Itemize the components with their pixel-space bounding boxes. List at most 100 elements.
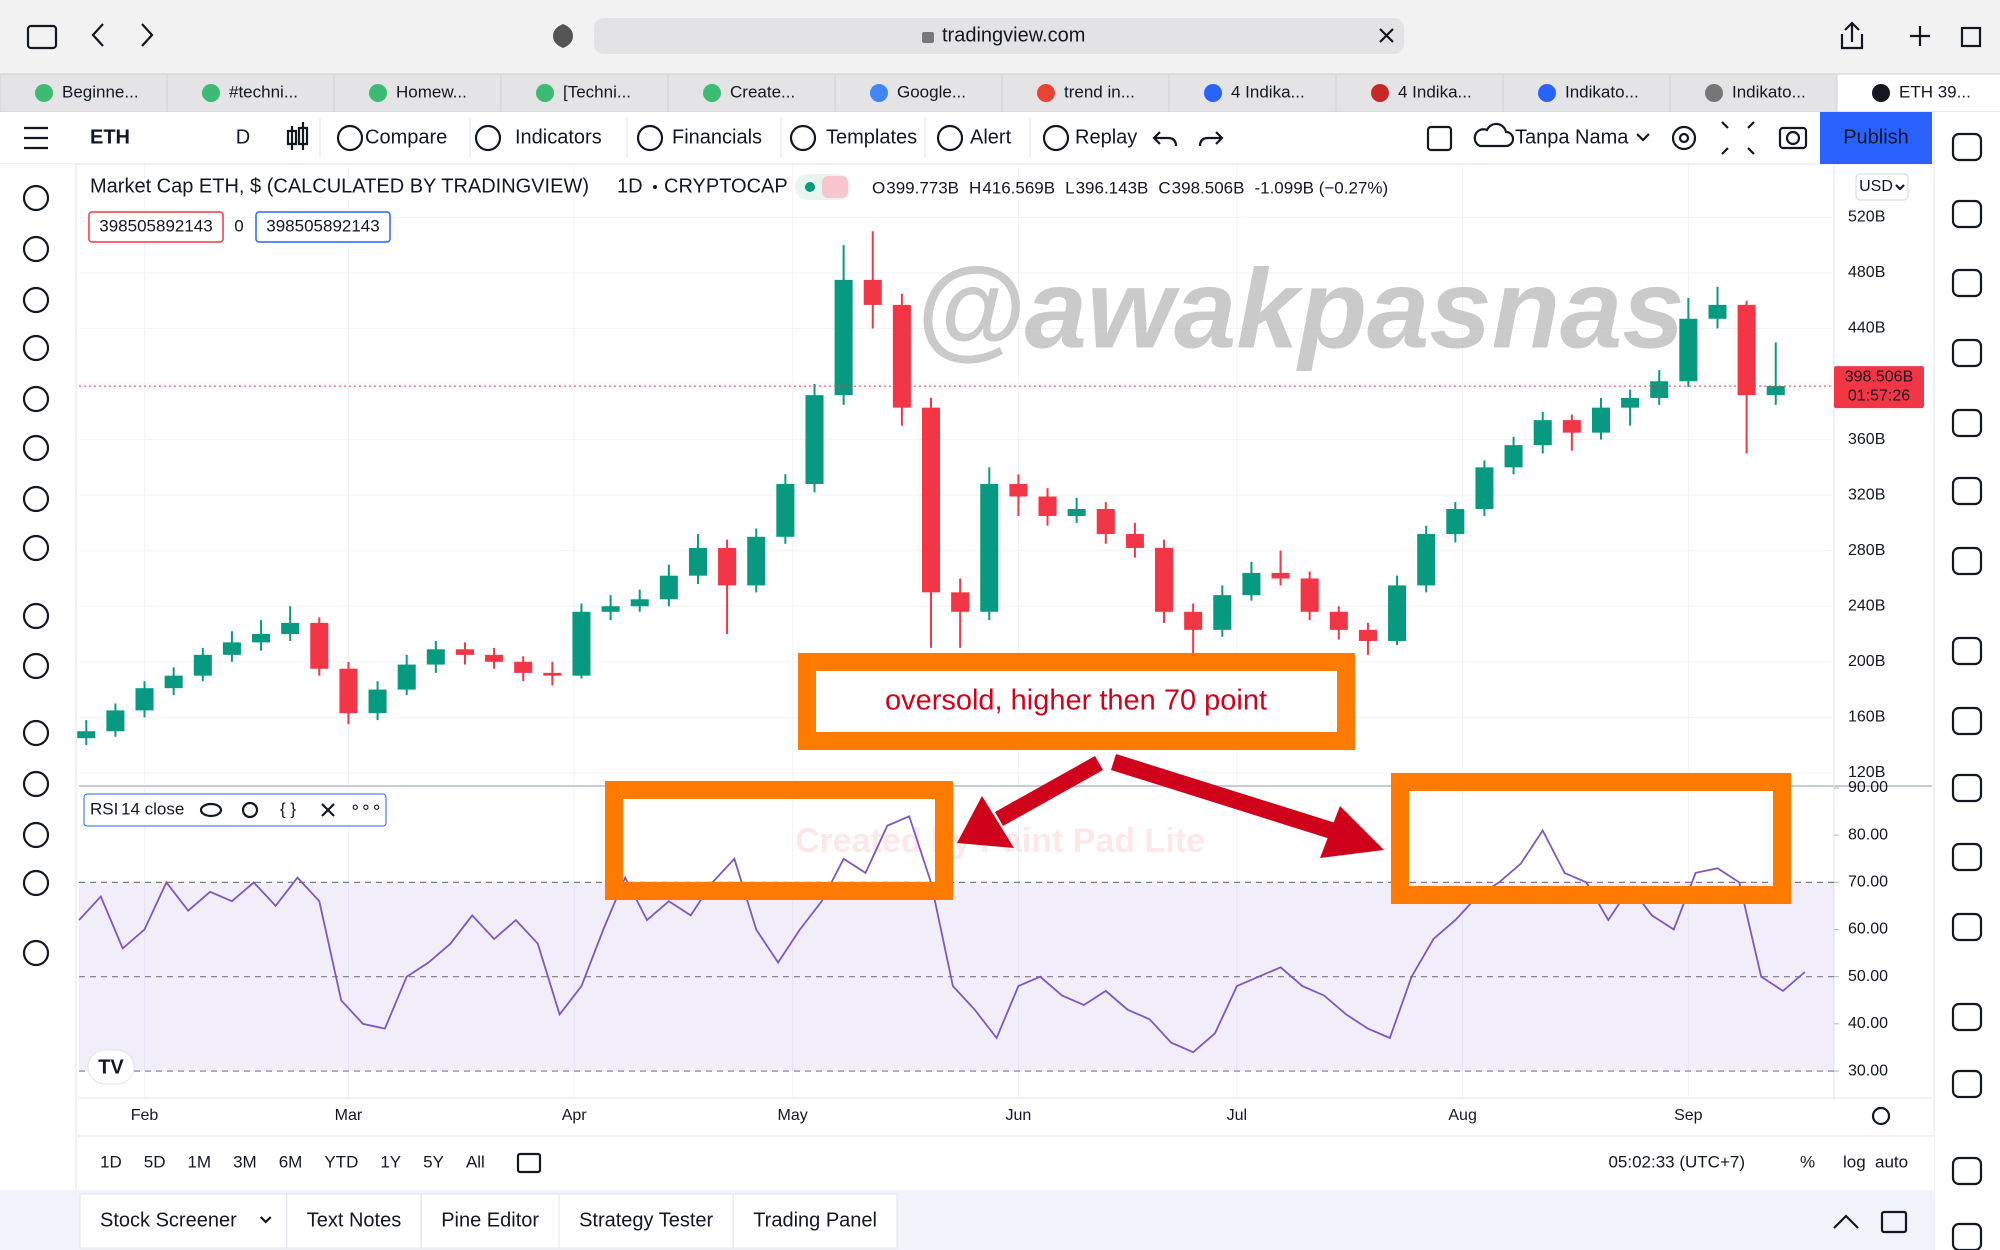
rsi-legend-box[interactable] [83,793,387,827]
cloud-icon[interactable] [1473,122,1515,148]
range-button[interactable]: YTD [324,1152,358,1171]
sidebar-tool[interactable] [1951,546,1983,576]
range-button[interactable]: 1M [187,1152,211,1171]
range-button[interactable]: 5Y [423,1152,444,1171]
button-icon[interactable] [936,124,964,152]
ask[interactable]: 398505892143 [266,216,379,235]
button-icon[interactable] [1042,124,1070,152]
tab[interactable] [1001,73,1170,113]
button-icon[interactable] [474,124,502,152]
button-icon[interactable] [636,124,664,152]
tab-title[interactable]: ETH 39... [1899,82,1971,101]
collapse-icon[interactable] [1833,1214,1859,1229]
toolbar-button[interactable]: Compare [365,126,447,148]
range-button[interactable]: 6M [279,1152,303,1171]
source-icon[interactable]: { } [280,799,296,818]
tab-title[interactable]: Homew... [396,82,467,101]
panel-tab[interactable]: Pine Editor [441,1209,539,1231]
tab-title[interactable]: trend in... [1064,82,1135,101]
sidebar-tool[interactable] [1951,268,1983,298]
toolbar-button[interactable]: Templates [826,126,917,148]
drawing-tool[interactable] [22,652,50,680]
button-icon[interactable] [789,124,817,152]
panel-tab-bg[interactable] [79,1193,288,1249]
sidebar-tool[interactable] [1951,408,1983,438]
sidebar-tool[interactable] [1951,132,1983,162]
sidebar-tool[interactable] [1951,338,1983,368]
more-icon[interactable]: ∘∘∘ [350,797,382,816]
toolbar-button[interactable]: Replay [1075,126,1137,148]
panel-tab-bg[interactable] [558,1193,734,1249]
toolbar-button[interactable]: Alert [970,126,1012,148]
currency-box[interactable] [1855,173,1909,201]
currency[interactable]: USD [1859,178,1893,195]
drawing-tool[interactable] [22,869,50,897]
tab-title[interactable]: Create... [730,82,795,101]
back-icon[interactable] [91,23,104,47]
tab-title[interactable]: 4 Indika... [1398,82,1472,101]
drawing-tool[interactable] [22,385,50,413]
symbol[interactable]: ETH [90,126,130,148]
gear-icon[interactable] [241,801,259,819]
drawing-tool[interactable] [22,939,50,967]
drawing-tool[interactable] [22,770,50,798]
button-icon[interactable] [336,124,364,152]
tab[interactable] [1502,73,1671,113]
sidebar-tool[interactable] [1951,842,1983,872]
range-button[interactable]: 1D [100,1152,122,1171]
share-icon[interactable] [1840,21,1864,50]
settings-icon[interactable] [1671,125,1697,151]
tab-title[interactable]: Indikato... [1732,82,1806,101]
url-bar[interactable] [594,18,1404,54]
forward-icon[interactable] [141,23,154,47]
sidebar-tool[interactable] [1951,1002,1983,1032]
sidebar-tool[interactable] [1951,1222,1983,1250]
scale-option[interactable]: log [1843,1152,1866,1171]
range-button[interactable]: All [466,1152,485,1171]
tab-title[interactable]: #techni... [229,82,298,101]
sidebar-tool[interactable] [1951,706,1983,736]
snapshot-icon[interactable] [1778,126,1808,150]
date-range-icon[interactable] [516,1152,542,1174]
undo-icon[interactable] [1152,131,1178,147]
sidebar-tool[interactable] [1951,1156,1983,1186]
layout-icon[interactable] [1426,125,1453,152]
menu-icon[interactable] [24,126,48,150]
redo-icon[interactable] [1198,131,1224,147]
tab[interactable] [667,73,836,113]
drawing-tool[interactable] [22,821,50,849]
fullscreen-icon[interactable] [1721,121,1755,155]
panel-tab[interactable]: Stock Screener [100,1209,237,1231]
range-button[interactable]: 1Y [380,1152,401,1171]
tab-title[interactable]: Beginne... [62,82,139,101]
new-tab-icon[interactable] [1910,26,1930,46]
tab-title[interactable]: [Techni... [563,82,631,101]
panel-tab[interactable]: Trading Panel [753,1209,877,1231]
tab[interactable] [166,73,335,113]
tab-title[interactable]: 4 Indika... [1231,82,1305,101]
range-button[interactable]: 3M [233,1152,257,1171]
publish-label[interactable]: Publish [1843,126,1909,148]
tab[interactable] [1168,73,1337,113]
bid[interactable]: 398505892143 [99,216,212,235]
sidebar-tool[interactable] [1951,636,1983,666]
scale-option[interactable]: auto [1875,1152,1908,1171]
sidebar-tool[interactable] [1951,912,1983,942]
drawing-tool[interactable] [22,719,50,747]
drawing-tool[interactable] [22,434,50,462]
tab[interactable] [1836,73,2000,113]
axis-settings-icon[interactable] [1871,1106,1891,1126]
drawing-tool[interactable] [22,602,50,630]
sidebar-tool[interactable] [1951,773,1983,803]
eye-icon[interactable] [199,802,223,818]
panel-tab[interactable]: Strategy Tester [579,1209,713,1231]
drawing-tool[interactable] [22,485,50,513]
panel-tab-bg[interactable] [420,1193,560,1249]
toolbar-button[interactable]: Indicators [515,126,602,148]
drawing-tool[interactable] [22,184,50,212]
sidebar-icon[interactable] [26,24,58,50]
maximize-icon[interactable] [1880,1210,1908,1234]
sidebar-tool[interactable] [1951,1069,1983,1099]
range-button[interactable]: 5D [144,1152,166,1171]
bid-box[interactable] [88,211,224,243]
